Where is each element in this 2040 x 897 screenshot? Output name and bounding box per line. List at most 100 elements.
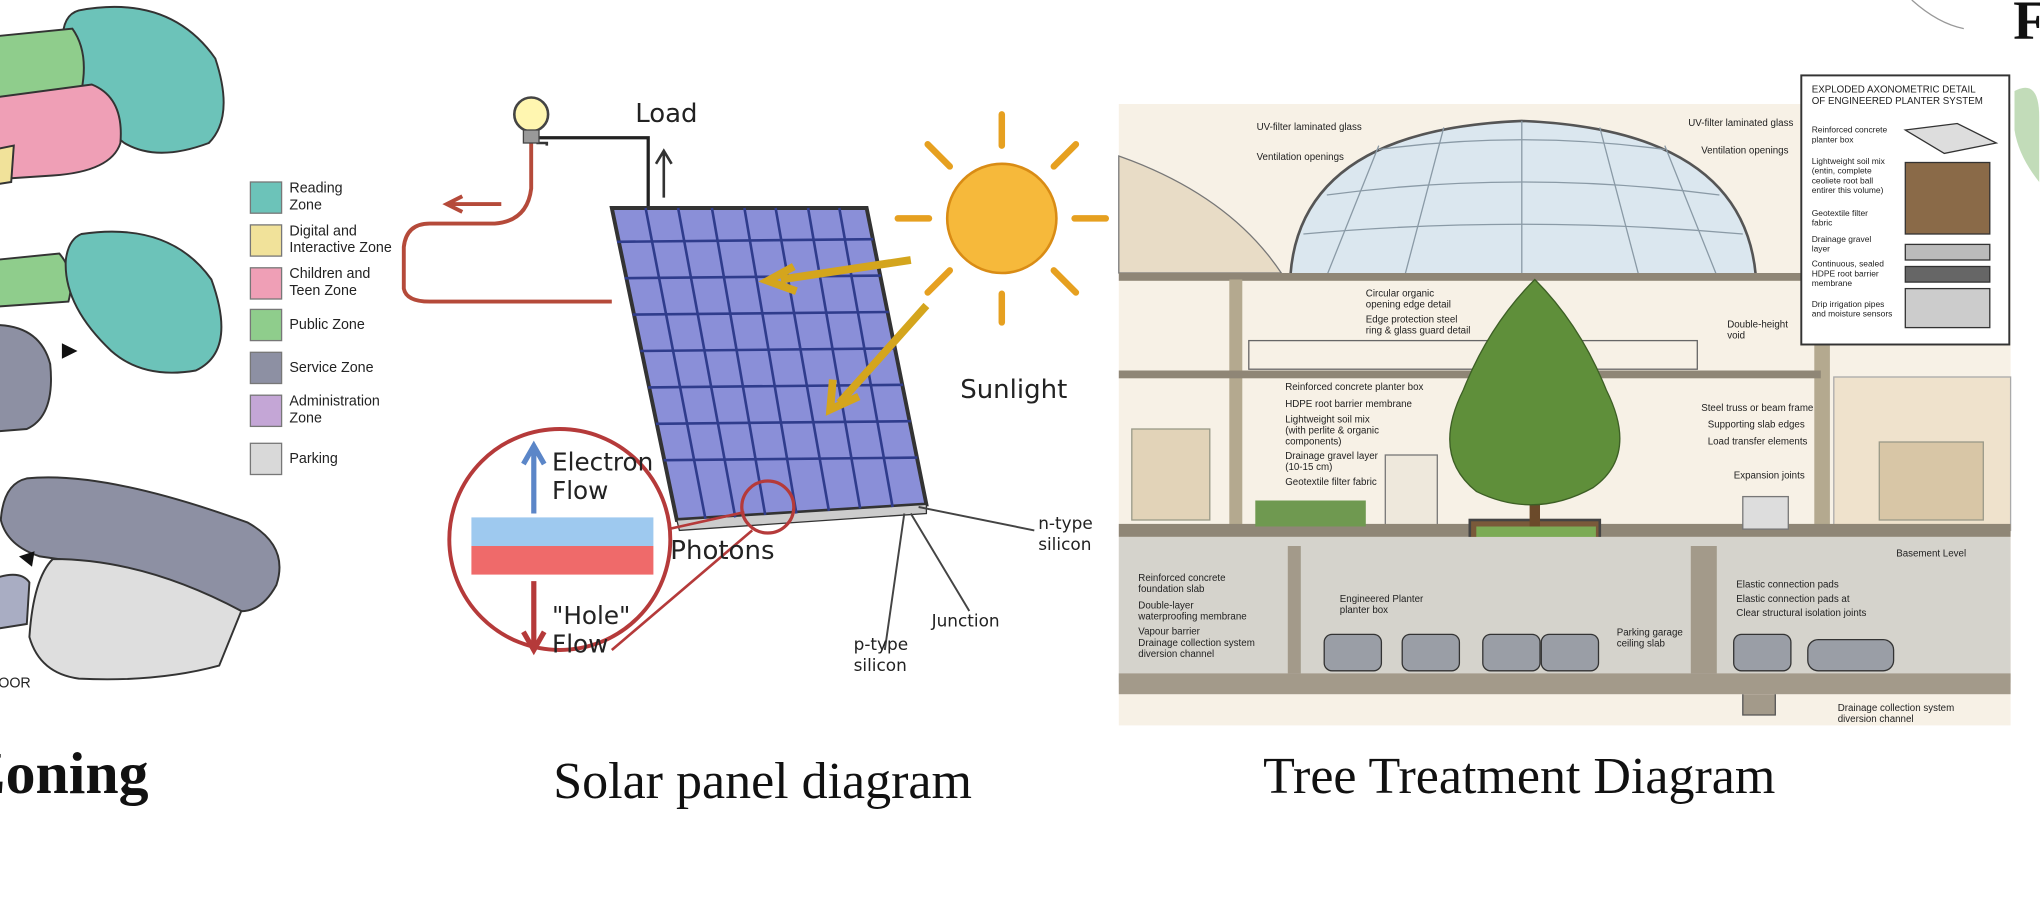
text-line: Expansion joints: [1734, 470, 1805, 481]
text-line: UV-filter laminated glass: [1688, 118, 1793, 129]
text-line: Double-layer: [1138, 600, 1194, 611]
text-line: (with perlite & organic: [1285, 426, 1379, 437]
callout-label: Elastic connection pads at: [1736, 594, 1850, 605]
load-label: Load: [635, 99, 697, 129]
text-line: Elastic connection pads at: [1736, 594, 1850, 605]
text-line: Drainage gravel layer: [1285, 451, 1378, 462]
text-line: Drainage collection system: [1838, 703, 1955, 714]
text-line: planter box: [1812, 134, 1855, 144]
panel-title: F: [2013, 0, 2040, 51]
text-line: HDPE root barrier: [1812, 268, 1879, 278]
text-line: Interactive Zone: [289, 240, 391, 256]
text-line: membrane: [1812, 278, 1853, 288]
callout-label: Geotextile filter fabric: [1285, 477, 1377, 488]
text-line: entirer this volume): [1812, 185, 1884, 195]
callout-label: Ventilation openings: [1257, 152, 1344, 163]
text-line: Edge protection steel: [1366, 314, 1458, 325]
page: Diagrams { "zoning": { "legend": [ {"lin…: [0, 0, 2040, 897]
tree-drawing: [1119, 75, 2011, 725]
callout-label: Basement Level: [1896, 548, 1966, 559]
text-line: (entin, complete: [1812, 166, 1872, 176]
text-line: silicon: [854, 655, 907, 675]
text-line: Electron: [552, 448, 653, 477]
text-line: ceiling slab: [1617, 639, 1666, 650]
text-line: components): [1285, 437, 1341, 448]
solar-drawing: [404, 98, 1106, 651]
legend-swatch: [250, 225, 281, 256]
text-line: foundation slab: [1138, 584, 1205, 595]
text-line: Zone: [289, 197, 322, 213]
text-line: planter box: [1340, 605, 1388, 616]
text-line: Digital and: [289, 223, 357, 239]
callout-label: Expansion joints: [1734, 470, 1805, 481]
text-line: Clear structural isolation joints: [1736, 608, 1866, 619]
photons-label: Photons: [670, 536, 774, 566]
text-line: Ventilation openings: [1701, 145, 1788, 156]
text-line: diversion channel: [1838, 714, 1914, 725]
panel-title: Tree Treatment Diagram: [1263, 748, 1775, 805]
callout-label: Ventilation openings: [1701, 145, 1788, 156]
collage: ReadingZone Digital andInteractive Zone Ch…: [0, 0, 2040, 897]
text-line: Flow: [552, 630, 608, 659]
text-line: Ventilation openings: [1257, 152, 1344, 163]
text-line: layer: [1812, 244, 1830, 254]
text-line: Continuous, sealed: [1812, 259, 1885, 269]
text-line: Supporting slab edges: [1708, 420, 1805, 431]
legend-label: Digital andInteractive Zone: [289, 223, 391, 256]
text-line: "Hole": [552, 601, 630, 630]
text-line: Drip irrigation pipes: [1812, 299, 1885, 309]
callout-label: Supporting slab edges: [1708, 420, 1805, 431]
arrow-marker: [19, 551, 35, 567]
arrow-marker: [62, 343, 78, 359]
text-line: Lightweight soil mix: [1285, 414, 1370, 425]
callout-label: UV-filter laminated glass: [1257, 122, 1362, 133]
text-line: ceoliete root ball: [1812, 175, 1874, 185]
hole-flow-label: "Hole"Flow: [552, 601, 630, 659]
text-line: Children and: [289, 266, 370, 282]
text-line: void: [1727, 331, 1745, 342]
legend-label: Parking: [289, 451, 337, 467]
floor-label: OOR: [0, 676, 31, 692]
text-line: Vapour barrier: [1138, 626, 1200, 637]
zoning-drawing: [0, 7, 279, 679]
text-line: Engineered Planter: [1340, 594, 1424, 605]
text-line: UV-filter laminated glass: [1257, 122, 1362, 133]
text-line: Reinforced concrete: [1812, 125, 1888, 135]
callout-label: UV-filter laminated glass: [1688, 118, 1793, 129]
text-line: ring & glass guard detail: [1366, 325, 1471, 336]
text-line: Load transfer elements: [1708, 437, 1808, 448]
text-line: Geotextile filter fabric: [1285, 477, 1377, 488]
text-line: Elastic connection pads: [1736, 580, 1839, 591]
text-line: Reinforced concrete: [1138, 573, 1225, 584]
text-line: p-type: [854, 634, 909, 654]
callout-label: Steel truss or beam frame: [1701, 403, 1813, 414]
text-line: Parking garage: [1617, 628, 1683, 639]
callout-label: Reinforced concrete planter box: [1285, 382, 1423, 393]
page-body: ReadingZone Digital andInteractive Zone Ch…: [0, 0, 2040, 897]
text-line: Teen Zone: [289, 283, 357, 299]
text-line: Zone: [289, 411, 322, 427]
text-line: Administration: [289, 394, 380, 410]
panel-title: Solar panel diagram: [553, 753, 972, 810]
legend-swatch: [250, 443, 281, 474]
callout-label: Clear structural isolation joints: [1736, 608, 1866, 619]
text-line: Reinforced concrete planter box: [1285, 382, 1423, 393]
text-line: silicon: [1038, 534, 1091, 554]
text-line: Drainage collection system: [1138, 638, 1255, 649]
legend-label: Children andTeen Zone: [289, 266, 370, 299]
text-line: Service Zone: [289, 360, 373, 376]
foliage: [2015, 88, 2040, 182]
legend-swatch: [250, 352, 281, 383]
callout-label: Load transfer elements: [1708, 437, 1808, 448]
legend-label: Service Zone: [289, 360, 373, 376]
text-line: Basement Level: [1896, 548, 1966, 559]
legend-swatch: [250, 182, 281, 213]
text-line: opening edge detail: [1366, 299, 1451, 310]
text-line: waterproofing membrane: [1137, 611, 1246, 622]
callout-label: HDPE root barrier membrane: [1285, 399, 1412, 410]
